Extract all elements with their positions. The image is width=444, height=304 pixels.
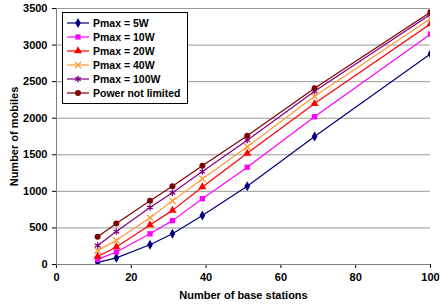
svg-text:60: 60 [275,271,287,283]
svg-text:80: 80 [350,271,362,283]
html-text:Pmax = 5W: Pmax = 5W [93,17,149,29]
svg-text:0: 0 [41,258,47,270]
svg-text:1500: 1500 [23,148,47,160]
svg-text:0: 0 [53,271,59,283]
svg-text:100: 100 [421,271,439,283]
svg-text:20: 20 [125,271,137,283]
html-text:Pmax = 20W: Pmax = 20W [93,45,155,57]
svg-text:40: 40 [200,271,212,283]
html-text:Pmax = 40W: Pmax = 40W [93,59,155,71]
svg-text:Number of base stations: Number of base stations [179,289,307,301]
html-text:Pmax = 100W: Pmax = 100W [93,73,161,85]
svg-text:2500: 2500 [23,75,47,87]
svg-text:1000: 1000 [23,185,47,197]
svg-text:2000: 2000 [23,112,47,124]
html-text:Pmax = 10W: Pmax = 10W [93,31,155,43]
html-text:Power not limited: Power not limited [93,87,181,99]
svg-text:3500: 3500 [23,2,47,14]
svg-text:3000: 3000 [23,39,47,51]
svg-text:Number of mobiles: Number of mobiles [8,87,20,187]
svg-text:500: 500 [29,221,47,233]
